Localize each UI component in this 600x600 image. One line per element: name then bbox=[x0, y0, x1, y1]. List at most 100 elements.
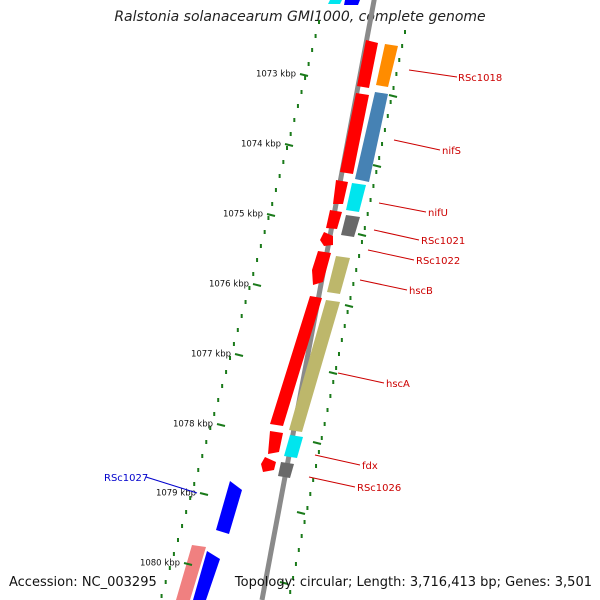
feature-fdx-fwd bbox=[268, 431, 283, 454]
scale-tick bbox=[183, 562, 193, 566]
gene-label-nifs[interactable]: nifS bbox=[442, 146, 461, 157]
leader-line-rsc1018 bbox=[408, 69, 458, 78]
leader-line-rsc1027 bbox=[145, 476, 198, 494]
track-dot bbox=[263, 230, 266, 234]
track-dot bbox=[229, 356, 232, 360]
feature-hsca-fwd bbox=[270, 296, 322, 426]
track-dot bbox=[307, 62, 310, 66]
feature-hsca bbox=[289, 300, 340, 432]
feature-hscb-fwd bbox=[312, 251, 331, 285]
feature-blue-bottom bbox=[193, 551, 220, 600]
feature-rsc1021 bbox=[341, 215, 360, 237]
track-dot bbox=[306, 506, 309, 510]
track-dot bbox=[309, 492, 312, 496]
track-dot bbox=[329, 394, 332, 398]
track-dot bbox=[176, 538, 179, 542]
track-dot bbox=[372, 184, 375, 188]
scale-layer: 1073 kbp 1074 kbp 1075 kbp 1076 kbp 1077 kbp… bbox=[140, 70, 398, 585]
feature-blue-top bbox=[344, 0, 360, 5]
track-dot bbox=[256, 258, 259, 262]
scale-label: 1076 kbp bbox=[209, 280, 249, 290]
track-dot bbox=[343, 324, 346, 328]
track-dot bbox=[320, 436, 323, 440]
feature-rsc1026 bbox=[278, 462, 294, 478]
leader-line-rsc1026 bbox=[308, 476, 356, 488]
track-dot bbox=[225, 370, 228, 374]
track-dot bbox=[232, 342, 235, 346]
track-dot bbox=[172, 552, 175, 556]
track-dot bbox=[248, 286, 251, 290]
feature-nifu bbox=[346, 183, 366, 212]
gene-label-rsc1021[interactable]: RSc1021 bbox=[421, 236, 465, 247]
feature-layer bbox=[176, 0, 398, 600]
track-dot bbox=[297, 548, 300, 552]
track-dot bbox=[332, 380, 335, 384]
track-dot bbox=[315, 464, 318, 468]
gene-label-nifu[interactable]: nifU bbox=[428, 208, 448, 219]
track-dot bbox=[326, 408, 329, 412]
track-dot bbox=[289, 132, 292, 136]
track-dot bbox=[311, 48, 314, 52]
track-dot bbox=[358, 254, 361, 258]
track-dot bbox=[312, 478, 315, 482]
track-dot bbox=[349, 296, 352, 300]
gene-label-fdx[interactable]: fdx bbox=[362, 461, 378, 472]
outer-tick bbox=[388, 94, 398, 98]
track-dot bbox=[185, 510, 188, 514]
track-dot bbox=[395, 72, 398, 76]
track-dot bbox=[378, 156, 381, 160]
track-dot bbox=[300, 534, 303, 538]
track-dot bbox=[240, 314, 243, 318]
gene-label-rsc1027[interactable]: RSc1027 bbox=[104, 473, 148, 484]
feature-nifu-fwd bbox=[333, 180, 348, 204]
track-dot bbox=[375, 170, 378, 174]
track-dot bbox=[197, 468, 200, 472]
track-dot bbox=[221, 384, 224, 388]
track-dot bbox=[236, 328, 239, 332]
scale-label: 1073 kbp bbox=[256, 70, 296, 80]
scale-tick bbox=[252, 283, 262, 287]
track-dot bbox=[323, 422, 326, 426]
track-dot bbox=[278, 174, 281, 178]
feature-nifs bbox=[355, 92, 388, 182]
track-dot bbox=[252, 272, 255, 276]
outer-tick bbox=[344, 304, 354, 308]
outer-tick bbox=[357, 233, 367, 237]
feature-pink bbox=[176, 545, 206, 600]
track-dot bbox=[369, 198, 372, 202]
gene-label-rsc1026[interactable]: RSc1026 bbox=[357, 483, 401, 494]
track-dot bbox=[267, 216, 270, 220]
track-dot bbox=[381, 142, 384, 146]
gene-label-rsc1018[interactable]: RSc1018 bbox=[458, 73, 502, 84]
leader-line-rsc1021 bbox=[373, 229, 420, 241]
feature-fdx bbox=[284, 435, 303, 458]
accession-text: Accession: NC_003295 bbox=[9, 575, 157, 590]
scale-tick bbox=[234, 353, 244, 357]
gene-label-hsca[interactable]: hscA bbox=[386, 379, 410, 390]
track-dot bbox=[189, 496, 192, 500]
track-dot bbox=[389, 100, 392, 104]
track-dot bbox=[335, 366, 338, 370]
track-dot bbox=[259, 244, 262, 248]
track-dot bbox=[300, 90, 303, 94]
track-dot bbox=[383, 128, 386, 132]
gene-label-hscb[interactable]: hscB bbox=[409, 286, 433, 297]
track-dot bbox=[386, 114, 389, 118]
scale-tick bbox=[284, 143, 294, 147]
leader-line-nifu bbox=[378, 202, 427, 213]
track-dot bbox=[352, 282, 355, 286]
outer-tick bbox=[312, 441, 322, 445]
track-dot bbox=[274, 188, 277, 192]
feature-rsc1018-fwd bbox=[357, 40, 378, 88]
feature-rsc1022 bbox=[320, 232, 333, 246]
scale-tick bbox=[199, 492, 209, 496]
track-dot bbox=[355, 268, 358, 272]
outer-tick bbox=[279, 581, 289, 585]
outer-tick bbox=[372, 164, 382, 168]
track-dot bbox=[160, 594, 163, 598]
outer-tick bbox=[296, 511, 306, 515]
leader-line-hsca bbox=[337, 372, 385, 384]
gene-label-rsc1022[interactable]: RSc1022 bbox=[416, 256, 460, 267]
feature-rsc1018 bbox=[376, 44, 398, 87]
